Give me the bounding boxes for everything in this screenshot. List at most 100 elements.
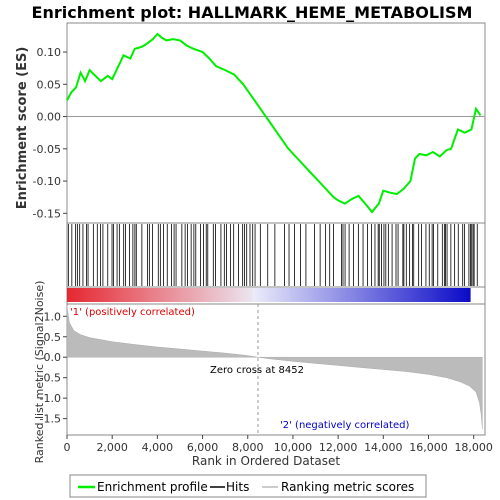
- rank-color-cell: [193, 288, 197, 302]
- rank-color-cell: [149, 288, 153, 302]
- rank-color-cell: [389, 288, 393, 302]
- rank-color-cell: [230, 288, 233, 302]
- rank-color-cell: [240, 288, 243, 302]
- rank-color-cell: [101, 288, 104, 302]
- rank-color-cell: [99, 288, 102, 302]
- rank-color-cell: [330, 288, 334, 302]
- rank-color-cell: [463, 288, 467, 302]
- rank-color-cell: [252, 288, 255, 302]
- x-tick-label: 0: [64, 441, 71, 454]
- rank-color-cell: [171, 288, 175, 302]
- x-tick-label: 18,000: [454, 441, 493, 454]
- rank-color-cell: [314, 288, 318, 302]
- rank-color-cell: [218, 288, 221, 302]
- rank-color-cell: [224, 288, 227, 302]
- rank-color-cell: [133, 288, 137, 302]
- chart-title: Enrichment plot: HALLMARK_HEME_METABOLIS…: [32, 3, 473, 22]
- rank-color-cell: [248, 288, 251, 302]
- rank-color-cell: [131, 288, 135, 302]
- rank-color-cell: [85, 288, 88, 302]
- es-y-tick-label: 0.00: [37, 111, 62, 124]
- rank-color-cell: [77, 288, 80, 302]
- rank-color-cell: [71, 288, 74, 302]
- rank-color-cell: [415, 288, 419, 302]
- rank-color-cell: [381, 288, 384, 302]
- rank-color-cell: [328, 288, 332, 302]
- rank-color-cell: [256, 288, 260, 302]
- rank-color-cell: [361, 288, 364, 302]
- rank-color-cell: [359, 288, 362, 302]
- rank-color-cell: [355, 288, 358, 302]
- rank-color-cell: [117, 288, 120, 302]
- rank-color-cell: [441, 288, 445, 302]
- rank-color-cell: [405, 288, 409, 302]
- metric-plot-area: [66, 304, 483, 435]
- rank-color-cell: [228, 288, 231, 302]
- rank-color-cell: [206, 288, 209, 302]
- rank-color-cell: [175, 288, 179, 302]
- rank-color-cell: [427, 288, 431, 302]
- rank-color-cell: [97, 288, 100, 302]
- rank-color-cell: [465, 288, 469, 302]
- rank-color-cell: [214, 288, 217, 302]
- rank-color-cell: [210, 288, 213, 302]
- rank-color-cell: [447, 288, 451, 302]
- rank-color-cell: [113, 288, 116, 302]
- rank-color-cell: [451, 288, 455, 302]
- rank-color-cell: [320, 288, 324, 302]
- rank-color-cell: [341, 288, 344, 302]
- rank-color-cell: [318, 288, 322, 302]
- rank-color-cell: [399, 288, 403, 302]
- rank-color-cell: [204, 288, 207, 302]
- rank-color-cell: [417, 288, 421, 302]
- rank-color-cell: [197, 288, 201, 302]
- rank-color-cell: [284, 288, 288, 302]
- rank-color-cell: [127, 288, 131, 302]
- rank-color-cell: [191, 288, 195, 302]
- es-y-tick-label: -0.05: [33, 143, 61, 156]
- metric-y-axis: 1.0 0.5 0.0 -0.5 -1.0 -1.5: [40, 310, 67, 426]
- rank-color-cell: [157, 288, 161, 302]
- rank-color-cell: [383, 288, 386, 302]
- rank-color-cell: [266, 288, 270, 302]
- rank-color-cell: [421, 288, 425, 302]
- rank-color-cell: [433, 288, 437, 302]
- rank-color-cell: [437, 288, 441, 302]
- rank-color-cell: [179, 288, 183, 302]
- rank-color-cell: [208, 288, 211, 302]
- metric-y-tick-label: -1.5: [40, 413, 61, 426]
- rank-color-cell: [87, 288, 90, 302]
- rank-color-cell: [264, 288, 268, 302]
- rank-color-cell: [353, 288, 356, 302]
- legend: Enrichment profile Hits Ranking metric s…: [69, 474, 427, 498]
- es-plot-area: [66, 32, 485, 214]
- rank-color-cell: [103, 288, 106, 302]
- rank-color-cell: [107, 288, 110, 302]
- rank-color-cell: [337, 288, 340, 302]
- metric-y-tick-label: -0.5: [40, 372, 61, 385]
- rank-color-cell: [67, 288, 70, 302]
- rank-color-cell: [332, 288, 336, 302]
- rank-color-cell: [105, 288, 108, 302]
- metric-y-axis-label: Ranked list metric (Signal2Noise): [33, 281, 46, 464]
- rank-color-cell: [351, 288, 354, 302]
- es-y-tick-label: 0.05: [37, 78, 62, 91]
- rank-color-cell: [270, 288, 274, 302]
- rank-color-cell: [298, 288, 302, 302]
- rank-color-cell: [280, 288, 284, 302]
- rank-color-cell: [407, 288, 411, 302]
- rank-color-cell: [183, 288, 187, 302]
- rank-color-cell: [312, 288, 316, 302]
- rank-color-cell: [246, 288, 249, 302]
- rank-color-cell: [345, 288, 348, 302]
- rank-color-cell: [369, 288, 372, 302]
- rank-color-cell: [373, 288, 376, 302]
- rank-color-cell: [431, 288, 435, 302]
- rank-color-cell: [91, 288, 94, 302]
- rank-color-cell: [167, 288, 171, 302]
- es-y-tick-label: 0.10: [37, 46, 62, 59]
- metric-y-tick-label: 0.5: [44, 331, 62, 344]
- rank-color-cell: [236, 288, 239, 302]
- hit-markers: [67, 224, 478, 286]
- rank-color-cell: [385, 288, 388, 302]
